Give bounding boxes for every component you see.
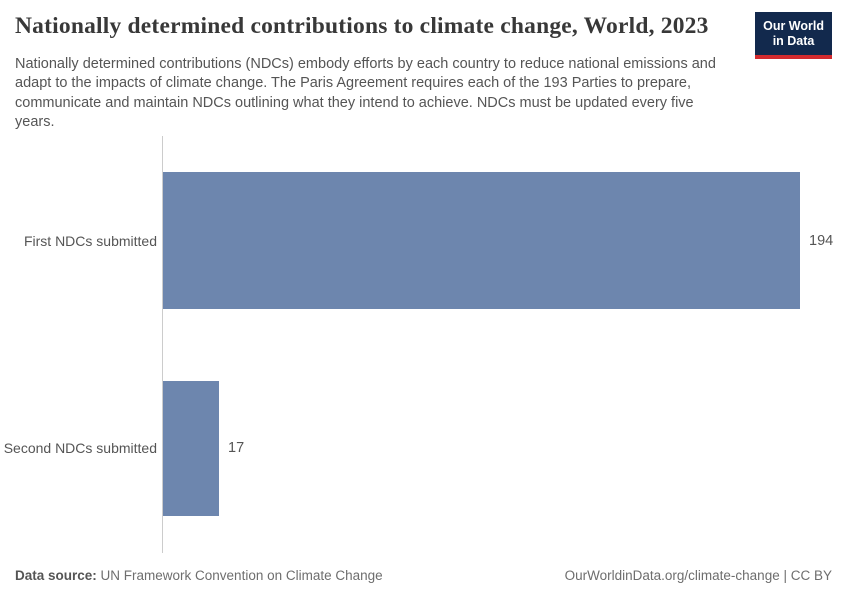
- value-label-second-ndcs: 17: [228, 440, 245, 456]
- subtitle-line: adapt to the impacts of climate change. …: [15, 75, 691, 92]
- chart-subtitle: Nationally determined contributions (NDC…: [15, 55, 775, 132]
- data-source-label: Data source:: [15, 568, 97, 583]
- tick-label-second-ndcs: Second NDCs submitted: [3, 440, 157, 456]
- footer-right: OurWorldinData.org/climate-change | CC B…: [565, 568, 832, 583]
- y-axis-line: [162, 136, 163, 553]
- owid-logo-line1: Our World: [763, 19, 824, 33]
- owid-logo[interactable]: Our World in Data: [755, 12, 832, 59]
- bar-second-ndcs[interactable]: [163, 381, 219, 516]
- footer-separator: |: [779, 568, 791, 583]
- subtitle-line: communicate and maintain NDCs outlining …: [15, 94, 694, 111]
- page-title: Nationally determined contributions to c…: [15, 13, 709, 39]
- license-label: CC BY: [790, 568, 832, 583]
- bar-first-ndcs[interactable]: [163, 172, 800, 309]
- data-source-value: UN Framework Convention on Climate Chang…: [96, 568, 383, 583]
- chart-footer: Data source: UN Framework Convention on …: [15, 568, 832, 583]
- owid-logo-line2: in Data: [772, 34, 815, 49]
- data-source-note: Data source: UN Framework Convention on …: [15, 568, 383, 583]
- owid-url-link[interactable]: OurWorldinData.org/climate-change: [564, 568, 780, 583]
- value-label-first-ndcs: 194: [809, 233, 834, 249]
- tick-label-first-ndcs: First NDCs submitted: [23, 233, 157, 249]
- subtitle-line: years.: [15, 113, 55, 130]
- subtitle-line: Nationally determined contributions (NDC…: [15, 56, 716, 72]
